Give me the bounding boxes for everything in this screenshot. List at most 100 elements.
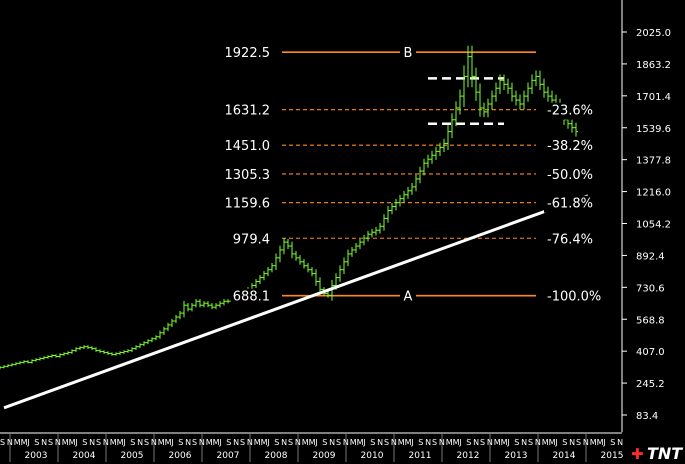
x-month-label: M <box>110 438 117 447</box>
x-month-label: M <box>69 438 76 447</box>
fibonacci-levels <box>282 51 536 297</box>
x-month-label: N <box>439 438 445 447</box>
brand-logo: ✚ TNT <box>627 436 685 464</box>
x-month-label: S <box>288 438 293 447</box>
fib-pct-label: -61.8% <box>547 197 593 212</box>
x-month-label: S <box>432 438 437 447</box>
x-month-label: N <box>137 438 143 447</box>
x-month-label: M <box>494 438 501 447</box>
fib-price-label: 979.4 <box>233 232 270 247</box>
fib-price-label: 688.1 <box>233 290 270 305</box>
x-year-label: 2014 <box>553 451 576 461</box>
fib-pct-label-bg <box>544 231 596 249</box>
x-month-label: S <box>96 438 101 447</box>
fib-pct-label-bg <box>544 195 596 213</box>
x-month-label: J <box>554 438 557 447</box>
x-month-label: S <box>418 438 423 447</box>
x-month-label: J <box>218 438 221 447</box>
fib-pct-label-bg <box>544 288 605 306</box>
x-year-label: 2009 <box>313 451 336 461</box>
x-year-label: 2012 <box>457 451 480 461</box>
x-month-label: N <box>535 438 541 447</box>
x-month-label: N <box>7 438 13 447</box>
y-tick-label: 83.4 <box>636 411 658 422</box>
x-year-label: 2007 <box>217 451 240 461</box>
x-month-label: M <box>14 438 21 447</box>
y-tick-label: 2025.0 <box>636 28 671 39</box>
fib-price-label-bg <box>230 288 272 306</box>
trendline <box>3 194 589 410</box>
x-month-label: M <box>261 438 268 447</box>
x-month-label: M <box>213 438 220 447</box>
y-tick-label: 1539.6 <box>636 124 671 135</box>
x-year-label: 2011 <box>409 451 432 461</box>
fibonacci-labels: 1922.5 1631.2 -23.6% 1451.0 -38.2% 1305.3 -50.… <box>222 44 605 306</box>
x-month-label: M <box>62 438 69 447</box>
x-year-label: 2010 <box>361 451 384 461</box>
fib-pct-label: -38.2% <box>547 139 593 154</box>
x-month-label: S <box>336 438 341 447</box>
fib-price-label-bg <box>230 231 272 249</box>
x-month-label: M <box>350 438 357 447</box>
x-month-label: M <box>309 438 316 447</box>
x-month-label: N <box>281 438 287 447</box>
x-month-label: S <box>240 438 245 447</box>
x-month-label: M <box>21 438 28 447</box>
logo-box <box>627 436 685 464</box>
x-month-label: J <box>410 438 413 447</box>
range-box <box>428 77 504 125</box>
x-month-label: M <box>158 438 165 447</box>
x-month-label: S <box>528 438 533 447</box>
x-month-label: M <box>542 438 549 447</box>
fib-pct-label-bg <box>544 166 596 184</box>
fib-pct-label: -76.4% <box>547 232 593 247</box>
x-month-label: S <box>514 438 519 447</box>
x-month-label: N <box>55 438 61 447</box>
x-month-label: N <box>617 438 623 447</box>
logo-glyph: ✚ <box>631 445 644 463</box>
x-month-label: N <box>521 438 527 447</box>
x-month-label: M <box>549 438 556 447</box>
x-month-label: N <box>185 438 191 447</box>
x-month-label: N <box>343 438 349 447</box>
x-month-label: J <box>506 438 509 447</box>
point-a-label: A <box>404 290 413 305</box>
x-month-label: M <box>357 438 364 447</box>
x-year-label: 2003 <box>25 451 48 461</box>
fib-pct-label: -23.6% <box>547 104 593 119</box>
x-month-label: S <box>178 438 183 447</box>
fib-price-label: 1305.3 <box>225 168 271 183</box>
y-tick-label: 1216.0 <box>636 188 671 199</box>
x-month-label: S <box>0 438 5 447</box>
fib-pct-label: -100.0% <box>547 290 601 305</box>
y-tick-label: 1863.2 <box>636 60 671 71</box>
x-month-label: S <box>130 438 135 447</box>
x-month-label: M <box>501 438 508 447</box>
x-month-label: N <box>329 438 335 447</box>
fib-price-label-bg <box>222 45 272 63</box>
x-month-label: N <box>487 438 493 447</box>
x-month-label: J <box>74 438 77 447</box>
fib-price-label: 1159.6 <box>225 197 271 212</box>
y-tick-label: 1054.2 <box>636 220 671 231</box>
fib-price-label-bg <box>222 102 272 120</box>
x-month-label: S <box>322 438 327 447</box>
x-month-label: J <box>458 438 461 447</box>
x-month-label: N <box>425 438 431 447</box>
y-tick-label: 407.0 <box>636 347 665 358</box>
x-month-label: N <box>583 438 589 447</box>
fib-price-label-bg <box>222 195 272 213</box>
x-month-label: S <box>384 438 389 447</box>
x-month-label: M <box>398 438 405 447</box>
point-b-label: B <box>404 46 413 61</box>
x-month-label: J <box>266 438 269 447</box>
fib-pct-label: -50.0% <box>547 168 593 183</box>
x-month-label: N <box>41 438 47 447</box>
x-month-label: M <box>446 438 453 447</box>
x-year-label: 2005 <box>121 451 144 461</box>
fib-price-label: 1631.2 <box>225 104 271 119</box>
x-year-label: 2015 <box>601 451 624 461</box>
x-month-label: N <box>569 438 575 447</box>
